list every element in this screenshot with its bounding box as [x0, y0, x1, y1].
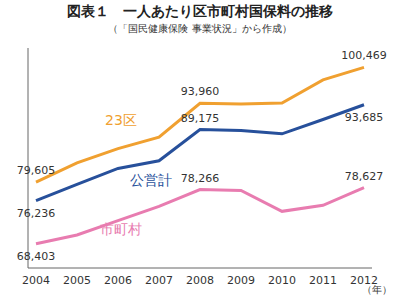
svg-text:100,469: 100,469: [341, 49, 387, 62]
svg-text:2004: 2004: [22, 274, 50, 287]
svg-text:23区: 23区: [105, 112, 137, 128]
svg-text:2010: 2010: [268, 274, 296, 287]
svg-text:79,605: 79,605: [17, 164, 56, 177]
svg-text:76,236: 76,236: [17, 207, 56, 220]
svg-text:2006: 2006: [104, 274, 132, 287]
svg-text:93,960: 93,960: [181, 85, 220, 98]
svg-text:2009: 2009: [227, 274, 255, 287]
svg-text:2007: 2007: [145, 274, 173, 287]
svg-text:公営計: 公営計: [130, 172, 172, 188]
svg-text:78,627: 78,627: [345, 170, 384, 183]
html-text:（年）: （年）: [362, 284, 392, 295]
svg-text:2012: 2012: [350, 273, 378, 287]
svg-text:2005: 2005: [63, 274, 91, 287]
html-text:図表１ 一人あたり区市町村国保料の推移: 図表１ 一人あたり区市町村国保料の推移: [67, 3, 333, 19]
svg-text:89,175: 89,175: [181, 112, 220, 125]
svg-text:2008: 2008: [186, 274, 214, 287]
svg-text:2011: 2011: [309, 274, 337, 287]
svg-text:93,685: 93,685: [345, 111, 384, 124]
svg-text:市町村: 市町村: [100, 221, 142, 237]
svg-text:68,403: 68,403: [17, 250, 56, 263]
svg-text:78,266: 78,266: [181, 172, 220, 185]
html-text:（「国民健康保険 事業状況」から作成）: （「国民健康保険 事業状況」から作成）: [108, 23, 292, 34]
